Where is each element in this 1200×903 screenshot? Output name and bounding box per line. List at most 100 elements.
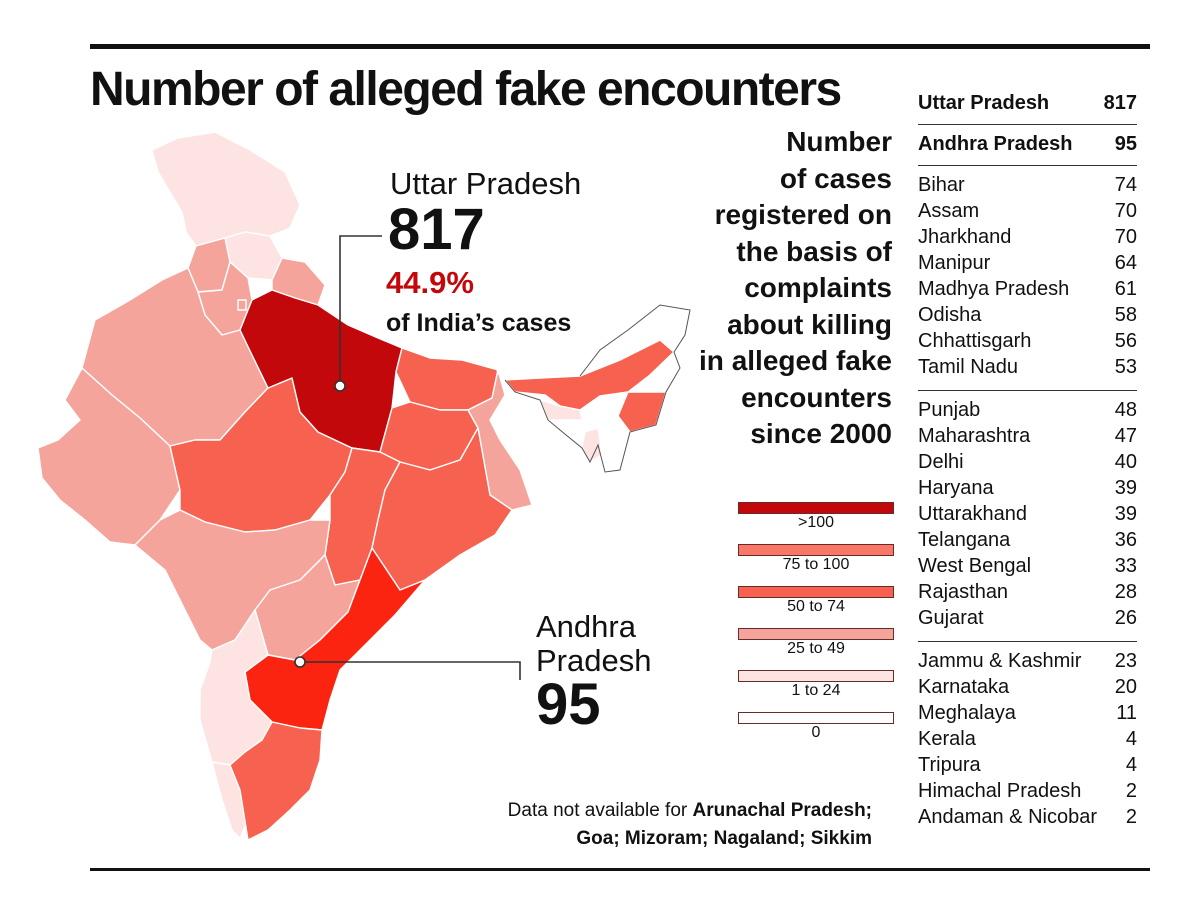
table-row: Kerala 4 — [918, 726, 1137, 752]
region-jammu-kashmir — [151, 131, 301, 247]
table-value: 40 — [1114, 451, 1137, 473]
legend-label: 50 to 74 — [787, 598, 845, 615]
description-line: Number — [786, 126, 892, 157]
table-state: Jharkhand — [918, 226, 1012, 248]
table-row: Tripura 4 — [918, 752, 1137, 778]
table-group: Andhra Pradesh 95 — [918, 124, 1137, 165]
legend-label: 25 to 49 — [787, 640, 845, 657]
table-row: Haryana 39 — [918, 475, 1137, 501]
table-value: 4 — [1125, 728, 1137, 750]
region-west-bengal — [467, 369, 533, 511]
table-state: Madhya Pradesh — [918, 278, 1070, 300]
state-table: Uttar Pradesh 817 Andhra Pradesh 95 Bihar 74 A… — [918, 90, 1137, 840]
table-row: Maharashtra 47 — [918, 423, 1137, 449]
region-odisha — [371, 427, 513, 591]
page-title: Number of alleged fake encounters — [90, 63, 842, 116]
description-line: the basis of — [736, 235, 892, 267]
table-state: Odisha — [918, 304, 982, 326]
table-value: 2 — [1125, 780, 1137, 802]
table-value: 36 — [1114, 529, 1137, 551]
table-state: Maharashtra — [918, 425, 1031, 447]
table-value: 47 — [1114, 425, 1137, 447]
table-state: Assam — [918, 200, 980, 222]
table-value: 28 — [1114, 581, 1137, 603]
legend-item: 1 to 24 — [738, 670, 894, 712]
table-state: Bihar — [918, 174, 965, 196]
description-line: complaints — [744, 272, 892, 303]
legend-swatch — [738, 502, 894, 514]
table-value: 61 — [1114, 278, 1137, 300]
callout-up-subtitle: of India’s cases — [386, 309, 572, 337]
table-value: 95 — [1114, 133, 1137, 155]
description-line: about killing — [727, 308, 892, 340]
table-value: 39 — [1114, 503, 1137, 525]
top-rule — [90, 44, 1150, 49]
table-row: Bihar 74 — [918, 172, 1137, 198]
callout-lines — [294, 235, 521, 680]
table-state: Delhi — [918, 451, 964, 473]
note-line2: Goa; Mizoram; Nagaland; Sikkim — [576, 828, 872, 849]
region-delhi — [237, 299, 247, 311]
table-value: 64 — [1114, 252, 1137, 274]
legend-swatch — [738, 712, 894, 724]
table-state: Rajasthan — [918, 581, 1009, 603]
region-tamil-nadu — [229, 721, 323, 841]
table-value: 58 — [1114, 304, 1137, 326]
description-line: in alleged fake — [699, 345, 892, 376]
description-line: encounters — [741, 381, 892, 413]
table-state: Uttar Pradesh — [918, 92, 1050, 114]
legend-swatch — [738, 628, 894, 640]
data-note: Data not available for Arunachal Pradesh… — [440, 797, 872, 853]
table-value: 4 — [1125, 754, 1137, 776]
table-state: Gujarat — [918, 607, 984, 629]
note-states: Arunachal Pradesh; — [692, 800, 873, 821]
legend-item: 50 to 74 — [738, 586, 894, 628]
table-state: Tripura — [918, 754, 981, 776]
region-tripura — [581, 427, 603, 463]
description-line: registered on — [714, 199, 892, 230]
table-state: Kerala — [918, 728, 976, 750]
table-value: 11 — [1116, 702, 1137, 724]
table-state: Andaman & Nicobar — [918, 806, 1097, 828]
table-row: West Bengal 33 — [918, 553, 1137, 579]
table-row: Himachal Pradesh 2 — [918, 778, 1137, 804]
legend-label: 1 to 24 — [791, 682, 841, 699]
description: Number of cases registered on the basis of c… — [660, 124, 892, 453]
table-row: Andhra Pradesh 95 — [918, 131, 1137, 157]
table-state: Himachal Pradesh — [918, 780, 1082, 802]
table-row: Andaman & Nicobar 2 — [918, 804, 1137, 830]
table-value: 39 — [1114, 477, 1137, 499]
region-gujarat — [37, 367, 181, 546]
legend-item: 75 to 100 — [738, 544, 894, 586]
callout-up-name: Uttar Pradesh — [390, 166, 582, 201]
table-row: Tamil Nadu 53 — [918, 354, 1137, 380]
table-row: Uttar Pradesh 817 — [918, 90, 1137, 116]
table-value: 53 — [1114, 356, 1137, 378]
table-value: 23 — [1114, 650, 1137, 672]
table-state: Punjab — [918, 399, 981, 421]
table-row: Punjab 48 — [918, 397, 1137, 423]
table-state: Manipur — [918, 252, 991, 274]
table-group: Bihar 74 Assam 70 Jharkhand 70 Manipur 64 Madhya… — [918, 165, 1137, 390]
table-row: Meghalaya 11 — [918, 700, 1137, 726]
table-group: Uttar Pradesh 817 — [918, 90, 1137, 124]
table-state: Haryana — [918, 477, 994, 499]
region-bihar — [395, 347, 499, 411]
description-line: since 2000 — [750, 418, 892, 449]
callout-ap-name: Andhra Pradesh — [536, 609, 652, 678]
table-row: Jharkhand 70 — [918, 224, 1137, 250]
table-state: Tamil Nadu — [918, 356, 1019, 378]
table-row: Uttarakhand 39 — [918, 501, 1137, 527]
table-state: West Bengal — [918, 555, 1032, 577]
table-row: Rajasthan 28 — [918, 579, 1137, 605]
table-row: Chhattisgarh 56 — [918, 328, 1137, 354]
table-value: 26 — [1114, 607, 1137, 629]
legend-item: 0 — [738, 712, 894, 754]
note-prefix: Data not available for — [507, 800, 693, 821]
table-row: Gujarat 26 — [918, 605, 1137, 631]
table-row: Odisha 58 — [918, 302, 1137, 328]
table-value: 33 — [1114, 555, 1137, 577]
legend-label: 75 to 100 — [782, 556, 850, 573]
table-row: Manipur 64 — [918, 250, 1137, 276]
